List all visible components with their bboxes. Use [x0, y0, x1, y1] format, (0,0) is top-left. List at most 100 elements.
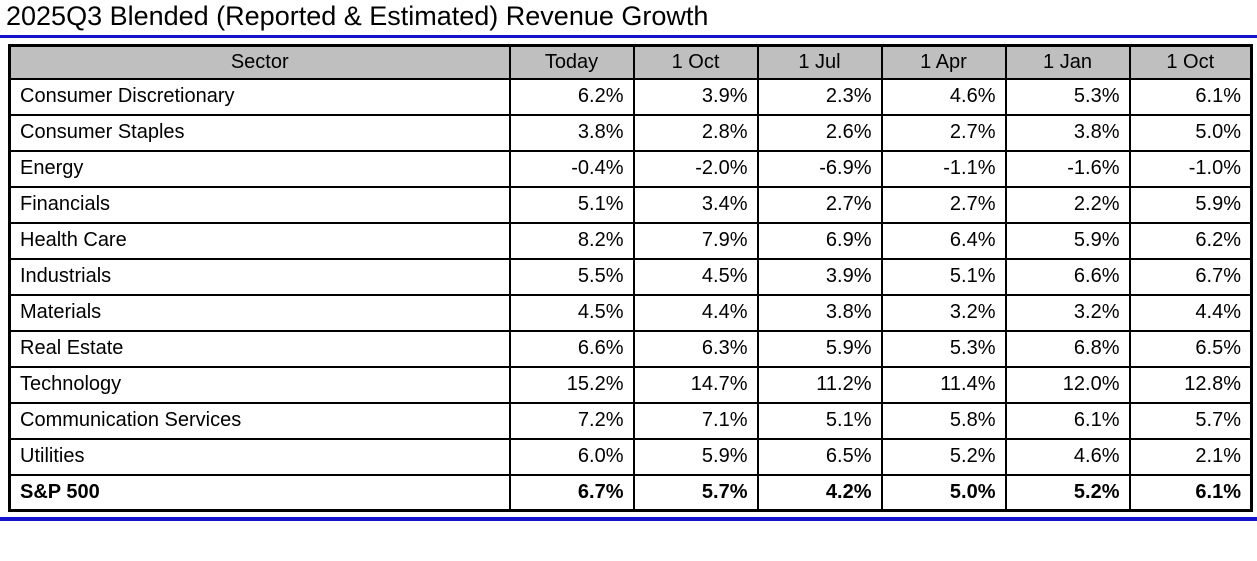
value-cell: -0.4%: [508, 149, 635, 188]
title-underline: [0, 35, 1257, 38]
table-row: Health Care 8.2% 7.9% 6.9% 6.4% 5.9% 6.2%: [8, 221, 1253, 260]
value-cell: 2.3%: [756, 77, 883, 116]
value-cell: 5.8%: [880, 401, 1007, 440]
value-cell: 2.2%: [1004, 185, 1131, 224]
sector-name: Materials: [8, 293, 511, 332]
table-row: Real Estate 6.6% 6.3% 5.9% 5.3% 6.8% 6.5%: [8, 329, 1253, 368]
value-cell: 15.2%: [508, 365, 635, 404]
value-cell: 3.8%: [1004, 113, 1131, 152]
value-cell: 6.0%: [508, 437, 635, 476]
value-cell: 6.1%: [1128, 77, 1253, 116]
value-cell: 5.9%: [632, 437, 759, 476]
column-header: 1 Oct: [632, 44, 759, 80]
sector-name: Consumer Discretionary: [8, 77, 511, 116]
value-cell: 2.7%: [880, 113, 1007, 152]
value-cell: 7.9%: [632, 221, 759, 260]
value-cell: 3.9%: [756, 257, 883, 296]
value-cell: 6.3%: [632, 329, 759, 368]
value-cell: 5.2%: [880, 437, 1007, 476]
table-row: Utilities 6.0% 5.9% 6.5% 5.2% 4.6% 2.1%: [8, 437, 1253, 476]
value-cell: 3.2%: [1004, 293, 1131, 332]
value-cell: 2.1%: [1128, 437, 1253, 476]
value-cell: 3.8%: [508, 113, 635, 152]
value-cell: 4.5%: [508, 293, 635, 332]
value-cell: 6.6%: [508, 329, 635, 368]
sector-name: Financials: [8, 185, 511, 224]
value-cell: 6.5%: [756, 437, 883, 476]
value-cell: -2.0%: [632, 149, 759, 188]
value-cell: 5.7%: [632, 473, 759, 512]
value-cell: 5.9%: [756, 329, 883, 368]
column-header: Today: [508, 44, 635, 80]
sector-name: Technology: [8, 365, 511, 404]
value-cell: -6.9%: [756, 149, 883, 188]
value-cell: -1.6%: [1004, 149, 1131, 188]
sector-name: Consumer Staples: [8, 113, 511, 152]
value-cell: -1.0%: [1128, 149, 1253, 188]
value-cell: 11.4%: [880, 365, 1007, 404]
bottom-rule: [0, 517, 1257, 521]
column-header: 1 Jan: [1004, 44, 1131, 80]
value-cell: 6.7%: [508, 473, 635, 512]
sector-name: S&P 500: [8, 473, 511, 512]
value-cell: 6.7%: [1128, 257, 1253, 296]
table-row: Industrials 5.5% 4.5% 3.9% 5.1% 6.6% 6.7%: [8, 257, 1253, 296]
sector-name: Health Care: [8, 221, 511, 260]
value-cell: 5.0%: [880, 473, 1007, 512]
value-cell: 4.4%: [1128, 293, 1253, 332]
value-cell: 7.2%: [508, 401, 635, 440]
value-cell: -1.1%: [880, 149, 1007, 188]
table-row: Financials 5.1% 3.4% 2.7% 2.7% 2.2% 5.9%: [8, 185, 1253, 224]
sector-name: Utilities: [8, 437, 511, 476]
value-cell: 6.5%: [1128, 329, 1253, 368]
value-cell: 5.9%: [1004, 221, 1131, 260]
value-cell: 6.8%: [1004, 329, 1131, 368]
value-cell: 3.8%: [756, 293, 883, 332]
value-cell: 4.4%: [632, 293, 759, 332]
value-cell: 5.2%: [1004, 473, 1131, 512]
value-cell: 5.1%: [756, 401, 883, 440]
value-cell: 4.6%: [1004, 437, 1131, 476]
table-row: Communication Services 7.2% 7.1% 5.1% 5.8% 6.…: [8, 401, 1253, 440]
value-cell: 6.1%: [1128, 473, 1253, 512]
value-cell: 5.0%: [1128, 113, 1253, 152]
value-cell: 3.9%: [632, 77, 759, 116]
value-cell: 5.7%: [1128, 401, 1253, 440]
table-row: Technology 15.2% 14.7% 11.2% 11.4% 12.0% 12.8%: [8, 365, 1253, 404]
value-cell: 2.7%: [756, 185, 883, 224]
value-cell: 6.2%: [1128, 221, 1253, 260]
value-cell: 5.1%: [508, 185, 635, 224]
value-cell: 12.8%: [1128, 365, 1253, 404]
revenue-growth-table: Sector Today 1 Oct 1 Jul 1 Apr 1 Jan 1 Oct Con…: [8, 44, 1253, 512]
value-cell: 5.3%: [1004, 77, 1131, 116]
value-cell: 6.2%: [508, 77, 635, 116]
header-row: Sector Today 1 Oct 1 Jul 1 Apr 1 Jan 1 Oct: [8, 44, 1253, 80]
sector-name: Industrials: [8, 257, 511, 296]
value-cell: 6.9%: [756, 221, 883, 260]
value-cell: 4.6%: [880, 77, 1007, 116]
sector-name: Communication Services: [8, 401, 511, 440]
column-header: 1 Apr: [880, 44, 1007, 80]
value-cell: 5.1%: [880, 257, 1007, 296]
value-cell: 11.2%: [756, 365, 883, 404]
value-cell: 6.6%: [1004, 257, 1131, 296]
value-cell: 14.7%: [632, 365, 759, 404]
value-cell: 8.2%: [508, 221, 635, 260]
table-row: Energy -0.4% -2.0% -6.9% -1.1% -1.6% -1.0%: [8, 149, 1253, 188]
column-header-sector: Sector: [8, 44, 511, 80]
sector-name: Real Estate: [8, 329, 511, 368]
value-cell: 4.5%: [632, 257, 759, 296]
table-row: Materials 4.5% 4.4% 3.8% 3.2% 3.2% 4.4%: [8, 293, 1253, 332]
value-cell: 2.6%: [756, 113, 883, 152]
page-title: 2025Q3 Blended (Reported & Estimated) Re…: [6, 1, 709, 31]
value-cell: 6.4%: [880, 221, 1007, 260]
value-cell: 12.0%: [1004, 365, 1131, 404]
sector-name: Energy: [8, 149, 511, 188]
column-header: 1 Oct: [1128, 44, 1253, 80]
value-cell: 5.9%: [1128, 185, 1253, 224]
table-row: S&P 500 6.7% 5.7% 4.2% 5.0% 5.2% 6.1%: [8, 473, 1253, 512]
value-cell: 2.8%: [632, 113, 759, 152]
value-cell: 5.3%: [880, 329, 1007, 368]
value-cell: 4.2%: [756, 473, 883, 512]
